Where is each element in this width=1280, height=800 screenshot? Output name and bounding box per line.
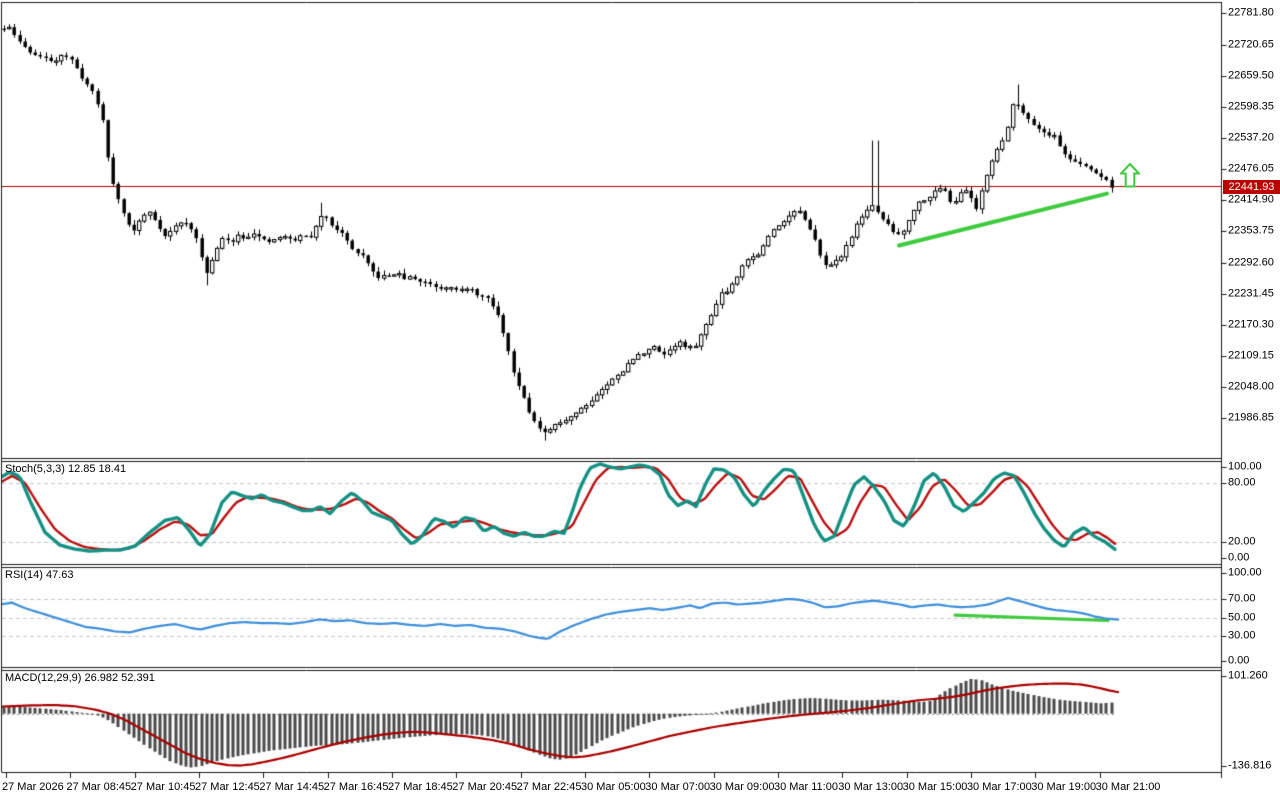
price-axis-label: 22476.05 — [1228, 162, 1274, 175]
time-axis-label: 30 Mar 15:00 — [902, 781, 968, 793]
rsi-indicator-label: RSI(14) 47.63 — [5, 569, 74, 581]
time-axis-label: 30 Mar 09:00 — [709, 781, 775, 793]
price-axis-label: 22781.80 — [1228, 6, 1274, 19]
indicator-axis-label: 80.00 — [1228, 476, 1256, 489]
indicator-axis-label: 70.00 — [1228, 592, 1256, 605]
time-axis-label: 30 Mar 11:00 — [773, 781, 838, 793]
time-axis-label: 27 Mar 2026 — [2, 781, 64, 793]
macd-indicator-label: MACD(12,29,9) 26.982 52.391 — [5, 672, 155, 684]
time-axis-label: 30 Mar 17:00 — [966, 781, 1032, 793]
indicator-axis-label: 101.260 — [1228, 669, 1268, 682]
indicator-axis-label: 100.00 — [1228, 566, 1262, 579]
indicator-axis-label: 20.00 — [1228, 535, 1256, 548]
up-arrow-icon[interactable] — [1120, 163, 1140, 189]
time-axis-label: 27 Mar 14:45 — [259, 781, 325, 793]
price-axis-label: 22109.15 — [1228, 349, 1274, 362]
price-axis-label: 22231.45 — [1228, 287, 1274, 300]
indicator-axis-label: 0.00 — [1228, 551, 1250, 564]
time-axis-label: 27 Mar 20:45 — [452, 781, 518, 793]
price-axis-label: 22537.20 — [1228, 131, 1274, 144]
time-axis-label: 27 Mar 12:45 — [194, 781, 260, 793]
stoch-indicator-label: Stoch(5,3,3) 12.85 18.41 — [5, 463, 127, 475]
time-axis-label: 30 Mar 05:00 — [580, 781, 646, 793]
price-axis-label: 22353.75 — [1228, 224, 1274, 237]
indicator-axis-label: 30.00 — [1228, 629, 1256, 642]
price-axis-label: 22414.90 — [1228, 193, 1274, 206]
main-chart-panel[interactable] — [0, 2, 1222, 458]
price-axis-label: 22292.60 — [1228, 256, 1274, 269]
time-axis[interactable]: 27 Mar 2026 27 Mar 08:45 27 Mar 10:45 27 Ma… — [0, 772, 1222, 800]
price-axis-label: 21986.85 — [1228, 411, 1274, 424]
indicator-axis-label: 0.00 — [1228, 654, 1250, 667]
price-axis[interactable]: 22781.80 22720.65 22659.50 22598.35 22537.20… — [1222, 0, 1280, 772]
price-tag: 22441.93 — [1223, 179, 1280, 194]
time-axis-label: 27 Mar 10:45 — [130, 781, 196, 793]
time-axis-label: 30 Mar 21:00 — [1095, 781, 1161, 793]
indicator-axis-label: 100.00 — [1228, 460, 1262, 473]
indicator-axis-label: 50.00 — [1228, 611, 1256, 623]
rsi-panel[interactable] — [0, 567, 1222, 667]
time-axis-label: 27 Mar 22:45 — [516, 781, 582, 793]
price-axis-label: 22048.00 — [1228, 380, 1274, 393]
time-axis-label: 30 Mar 13:00 — [838, 781, 904, 793]
indicator-axis-label: -136.816 — [1228, 759, 1272, 772]
time-axis-label: 27 Mar 08:45 — [66, 781, 132, 793]
price-axis-label: 22720.65 — [1228, 38, 1274, 50]
macd-panel[interactable] — [0, 670, 1222, 772]
price-axis-label: 22170.30 — [1228, 318, 1274, 331]
price-axis-label: 22598.35 — [1228, 100, 1274, 113]
stoch-panel[interactable] — [0, 461, 1222, 564]
time-axis-label: 27 Mar 18:45 — [387, 781, 453, 793]
time-axis-label: 30 Mar 19:00 — [1031, 781, 1097, 793]
time-axis-label: 30 Mar 07:00 — [645, 781, 711, 793]
price-axis-label: 22659.50 — [1228, 69, 1274, 82]
time-axis-label: 27 Mar 16:45 — [323, 781, 389, 793]
